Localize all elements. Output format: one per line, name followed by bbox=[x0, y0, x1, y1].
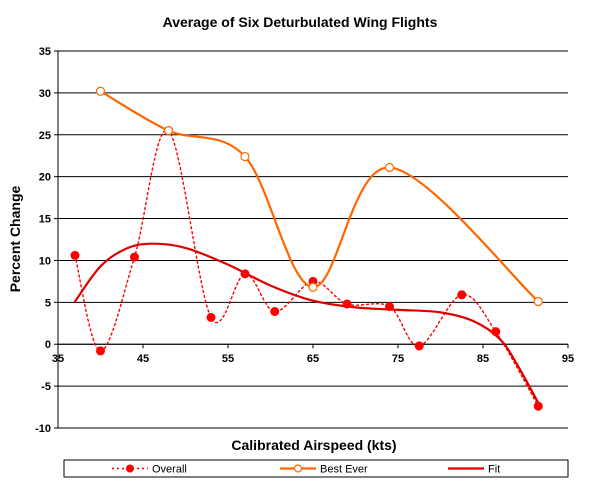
legend-label-fit: Fit bbox=[488, 464, 500, 476]
x-axis-label: Calibrated Airspeed (kts) bbox=[231, 437, 396, 453]
data-point-overall bbox=[457, 290, 467, 300]
x-tick-label: 95 bbox=[562, 353, 574, 365]
x-tick-label: 55 bbox=[222, 353, 234, 365]
data-point-best-ever bbox=[95, 86, 106, 96]
grid-layer bbox=[58, 50, 568, 429]
data-point-overall bbox=[70, 250, 80, 260]
data-point-overall bbox=[533, 401, 543, 411]
y-tick-label: 20 bbox=[39, 172, 51, 184]
data-point-best-ever bbox=[163, 125, 174, 136]
data-point-overall bbox=[491, 327, 501, 337]
y-axis-label: Percent Change bbox=[7, 185, 23, 292]
x-tick-label: 85 bbox=[477, 353, 489, 365]
legend-marker-best-ever bbox=[293, 464, 303, 473]
tick-labels: -10 -5 0 5 10 15 20 25 30 35 35 45 55 65 75 85 95 bbox=[35, 46, 574, 435]
series-line-best-ever bbox=[99, 90, 540, 303]
series-line-fit bbox=[73, 242, 540, 404]
data-point-best-ever bbox=[240, 151, 250, 162]
y-tick-label: 35 bbox=[39, 46, 51, 58]
y-tick-label: 10 bbox=[39, 255, 51, 267]
x-tick-label: 75 bbox=[392, 353, 404, 365]
data-point-overall bbox=[96, 346, 105, 356]
axes-layer bbox=[54, 50, 569, 429]
legend-label-best-ever: Best Ever bbox=[320, 464, 368, 476]
y-tick-label: 15 bbox=[39, 214, 51, 226]
y-tick-label: 5 bbox=[45, 297, 51, 309]
y-tick-label: 0 bbox=[45, 339, 51, 351]
data-point-overall bbox=[385, 302, 394, 312]
y-tick-label: 30 bbox=[39, 88, 51, 100]
data-point-overall bbox=[414, 341, 424, 351]
chart-title: Average of Six Deturbulated Wing Flights bbox=[163, 14, 438, 30]
legend: Overall Best Ever Fit bbox=[63, 459, 569, 478]
y-tick-label: -10 bbox=[35, 423, 51, 435]
markers-layer bbox=[70, 86, 543, 411]
x-tick-label: 65 bbox=[307, 353, 319, 365]
data-point-overall bbox=[240, 269, 250, 279]
data-point-best-ever bbox=[384, 162, 395, 173]
y-tick-label: 25 bbox=[39, 130, 51, 142]
data-point-overall bbox=[206, 312, 216, 322]
x-tick-label: 45 bbox=[137, 353, 149, 365]
data-point-overall bbox=[270, 307, 280, 317]
data-point-best-ever bbox=[308, 282, 318, 292]
data-point-best-ever bbox=[533, 296, 543, 307]
x-tick-label: 35 bbox=[52, 353, 64, 365]
data-point-overall bbox=[130, 252, 139, 262]
data-point-overall bbox=[342, 299, 352, 309]
legend-label-overall: Overall bbox=[152, 464, 187, 476]
legend-marker-overall bbox=[126, 464, 134, 473]
y-tick-label: -5 bbox=[41, 381, 51, 393]
